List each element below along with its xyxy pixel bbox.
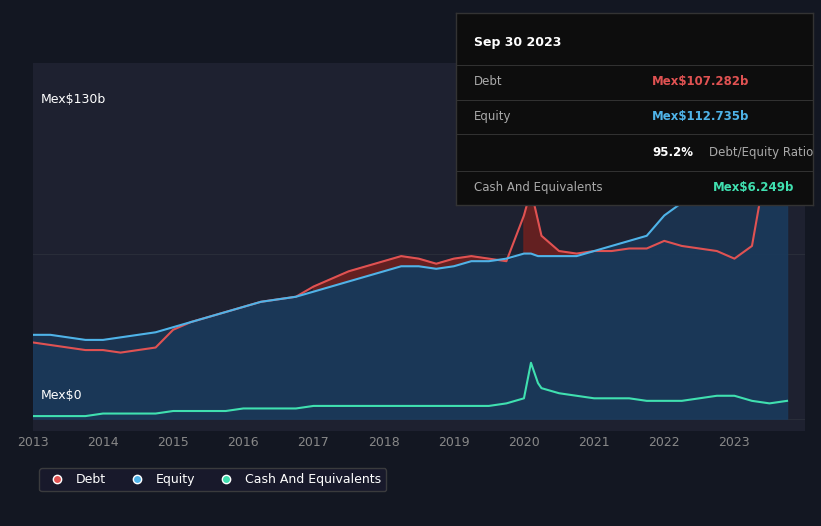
Text: Mex$112.735b: Mex$112.735b bbox=[652, 110, 750, 123]
Text: Debt: Debt bbox=[474, 75, 502, 88]
Text: Mex$0: Mex$0 bbox=[40, 389, 82, 402]
Text: 95.2%: 95.2% bbox=[652, 146, 693, 159]
Text: Mex$6.249b: Mex$6.249b bbox=[713, 181, 794, 195]
Legend: Debt, Equity, Cash And Equivalents: Debt, Equity, Cash And Equivalents bbox=[39, 468, 386, 491]
Text: Cash And Equivalents: Cash And Equivalents bbox=[474, 181, 602, 195]
Text: Debt/Equity Ratio: Debt/Equity Ratio bbox=[709, 146, 814, 159]
Text: Mex$130b: Mex$130b bbox=[40, 93, 106, 106]
Text: Mex$107.282b: Mex$107.282b bbox=[652, 75, 750, 88]
Text: Equity: Equity bbox=[474, 110, 511, 123]
Text: Sep 30 2023: Sep 30 2023 bbox=[474, 36, 561, 49]
